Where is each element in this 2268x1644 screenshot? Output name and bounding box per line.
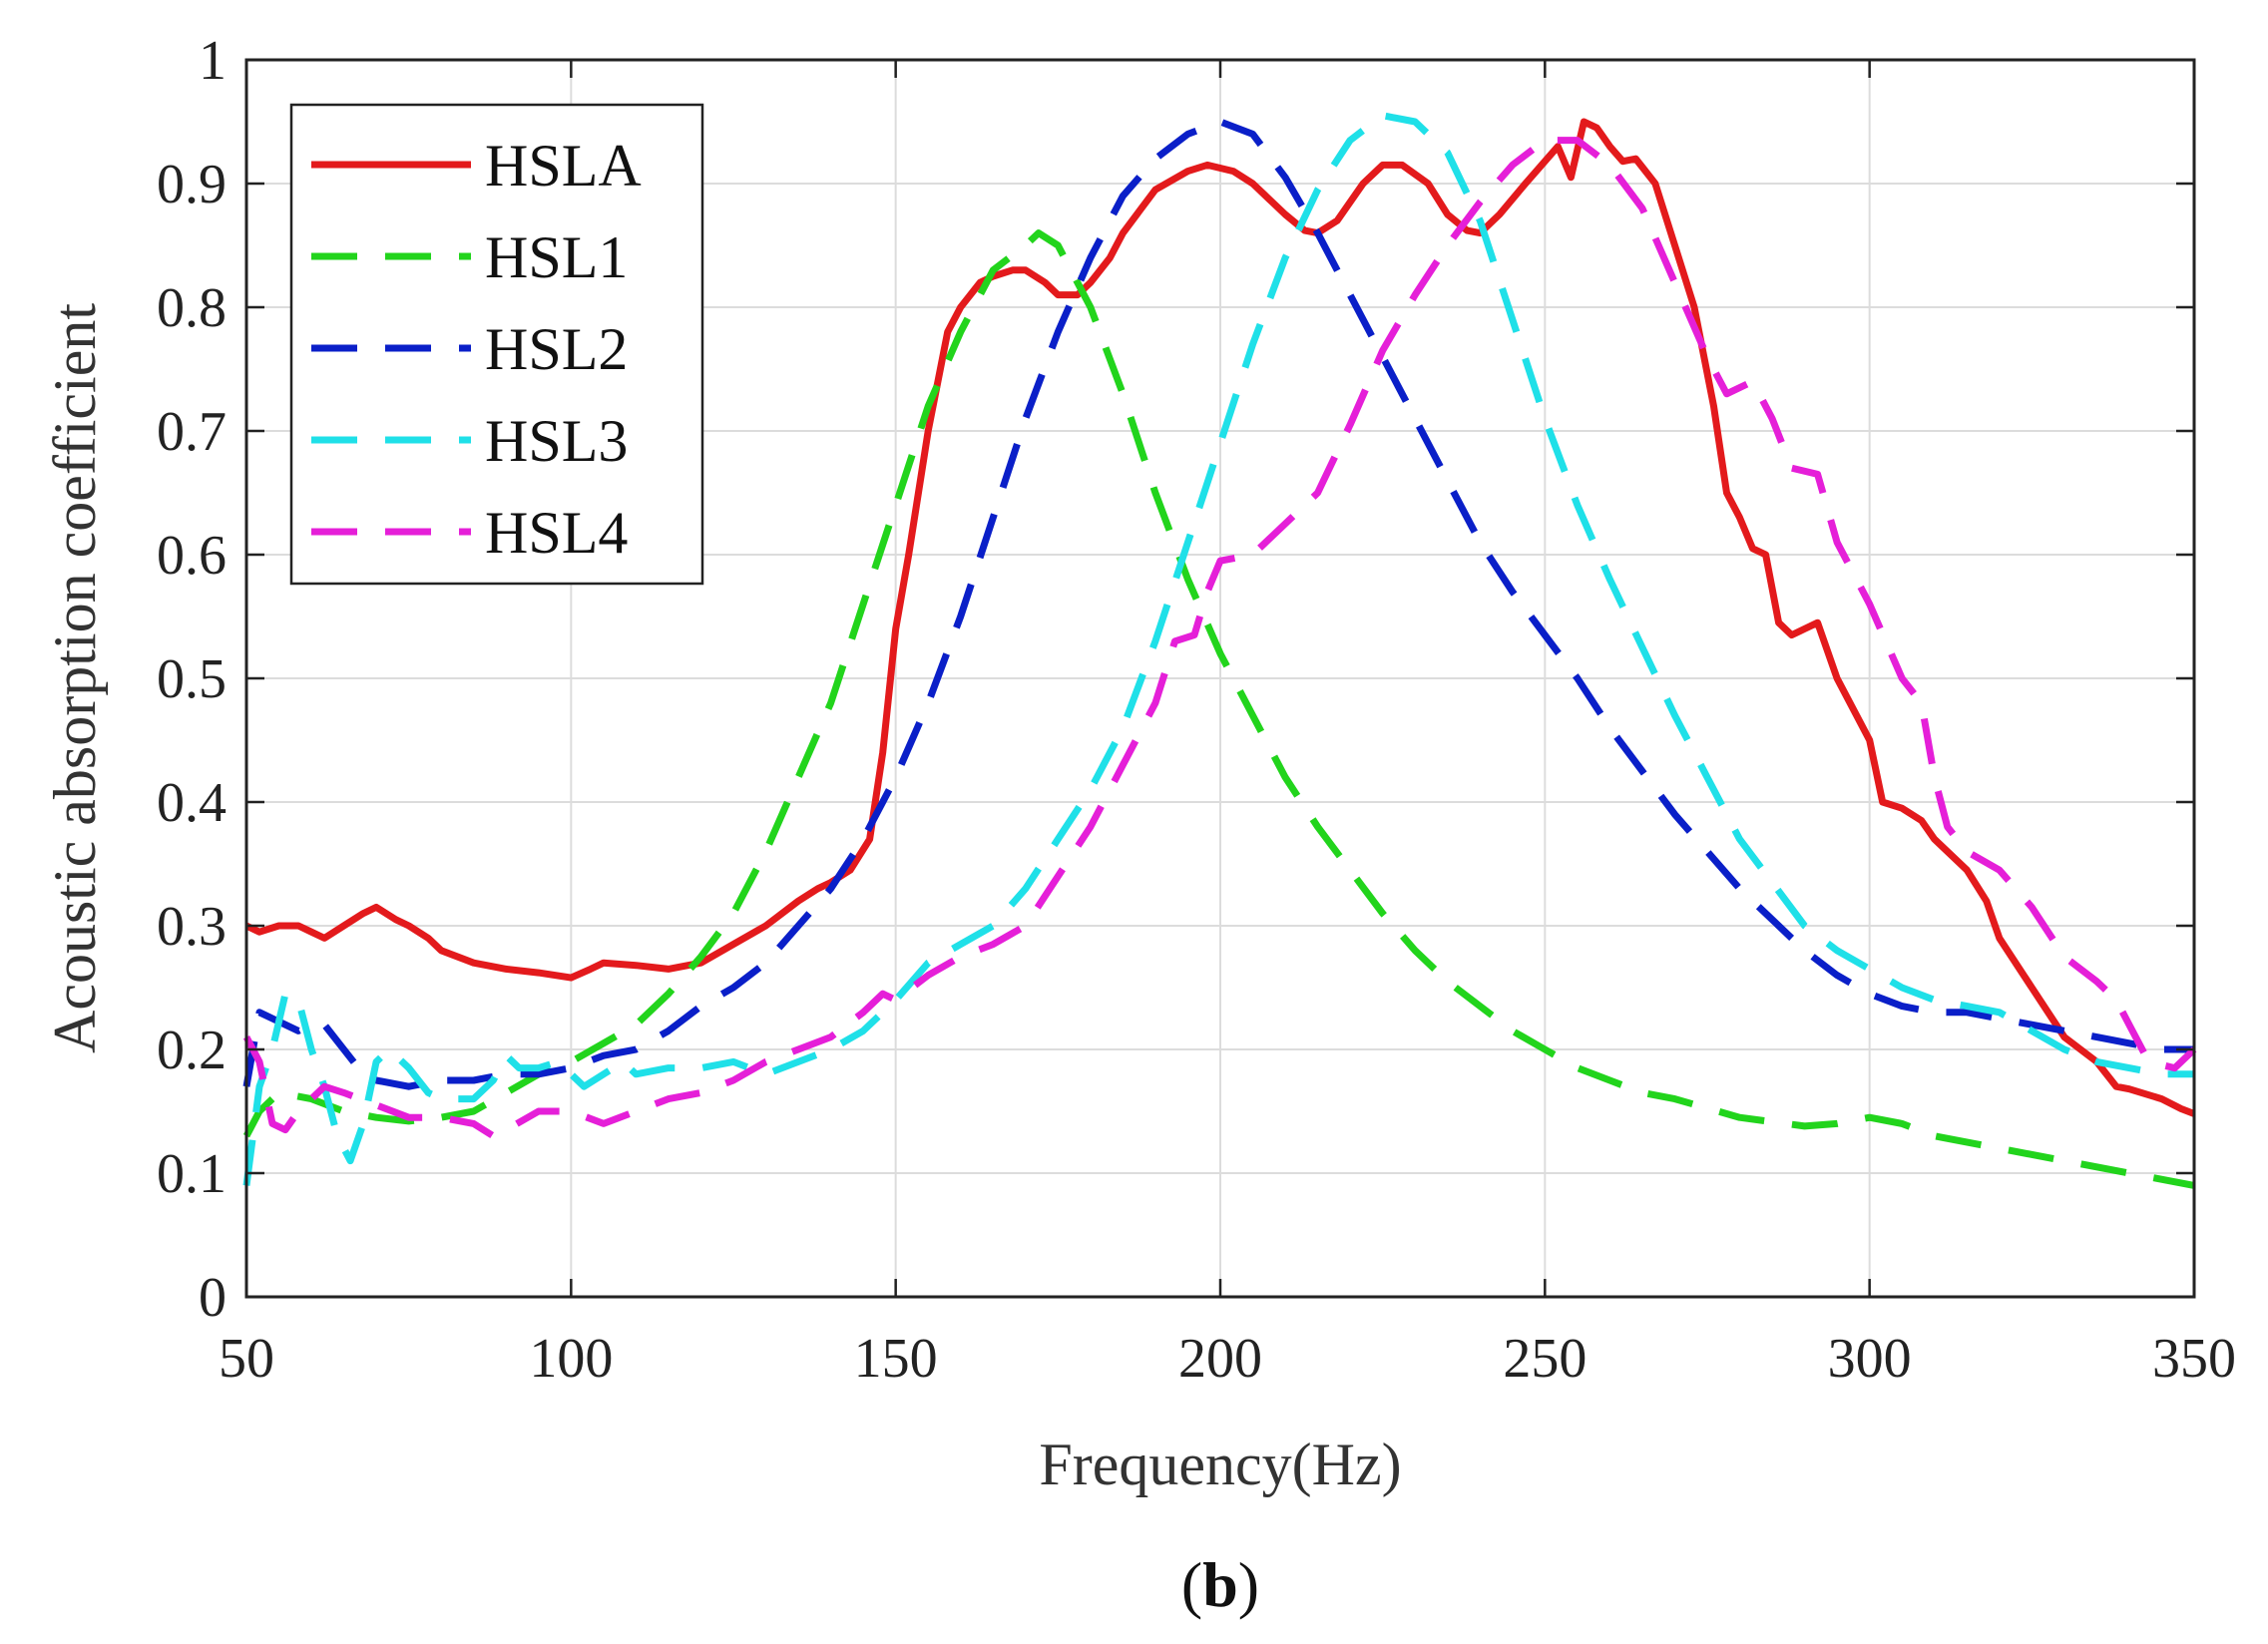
legend-label-hsl3: HSL3 (485, 408, 628, 474)
x-tick-label: 250 (1503, 1328, 1587, 1390)
y-tick-labels: 0 0.1 0.2 0.3 0.4 0.5 0.6 0.7 0.8 0.9 1 (157, 30, 227, 1329)
series-line-hsl3 (242, 112, 2194, 1186)
x-tick-label: 350 (2152, 1328, 2236, 1390)
legend-label-hsl4: HSL4 (485, 500, 628, 566)
x-tick-label: 300 (1828, 1328, 1912, 1390)
y-tick-label: 0.2 (157, 1020, 227, 1081)
x-tick-label: 150 (854, 1328, 938, 1390)
y-tick-label: 0.9 (157, 154, 227, 215)
y-axis-label: Acoustic absorption coefficient (42, 303, 108, 1053)
legend-label-hsl2: HSL2 (485, 316, 628, 382)
tick-marks (244, 58, 2196, 1299)
y-tick-label: 0 (199, 1267, 227, 1329)
caption-open-paren: ( (1181, 1549, 1202, 1620)
y-tick-label: 0.1 (157, 1143, 227, 1205)
y-tick-label: 0.8 (157, 277, 227, 339)
figure-caption: (b) (1181, 1549, 1259, 1620)
series-line-hsl2 (242, 118, 2194, 1090)
y-tick-label: 0.3 (157, 896, 227, 958)
legend-label-hsl1: HSL1 (485, 224, 628, 290)
y-tick-label: 0.7 (157, 401, 227, 463)
series-line-hsla (244, 118, 2196, 1117)
y-tick-label: 0.5 (157, 648, 227, 710)
y-tick-label: 0.4 (157, 772, 227, 834)
x-tick-labels: 50 100 150 200 250 300 350 (219, 1328, 2236, 1390)
y-tick-label: 1 (199, 30, 227, 92)
series-lines (242, 112, 2197, 1189)
y-tick-label: 0.6 (157, 525, 227, 587)
caption-close-paren: ) (1238, 1549, 1259, 1620)
caption-letter: b (1202, 1549, 1238, 1620)
series-line-hsl1 (242, 229, 2195, 1189)
legend-label-hsla: HSLA (485, 133, 642, 199)
x-axis-label: Frequency(Hz) (1039, 1432, 1401, 1497)
legend-box (289, 103, 704, 586)
x-tick-label: 100 (529, 1328, 613, 1390)
x-tick-label: 50 (219, 1328, 274, 1390)
legend: HSLA HSL1 HSL2 HSL3 HSL4 (289, 103, 704, 586)
x-tick-label: 200 (1178, 1328, 1262, 1390)
